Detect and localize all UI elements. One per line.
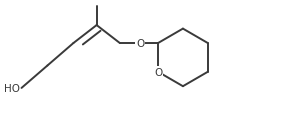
Text: O: O [154, 67, 162, 77]
Text: O: O [136, 39, 144, 49]
Text: HO: HO [4, 83, 20, 93]
